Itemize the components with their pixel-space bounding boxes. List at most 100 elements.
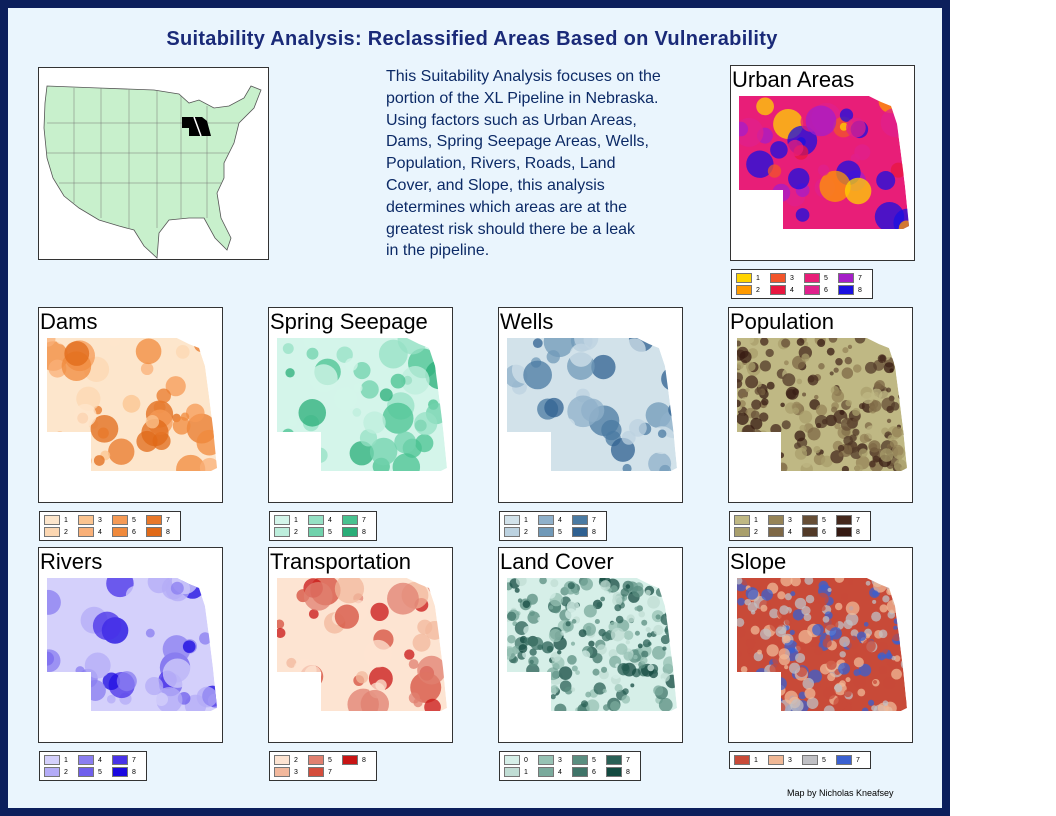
map-texture bbox=[637, 643, 643, 649]
map-texture bbox=[370, 602, 389, 622]
map-texture bbox=[751, 399, 762, 410]
map-texture bbox=[742, 689, 749, 696]
map-texture bbox=[303, 581, 333, 611]
map-raster bbox=[507, 338, 677, 471]
map-texture bbox=[125, 586, 144, 605]
legend-entry: 3 bbox=[768, 515, 798, 525]
map-texture bbox=[739, 200, 758, 229]
map-texture bbox=[767, 164, 782, 178]
panel-map bbox=[277, 338, 447, 471]
legend-label: 5 bbox=[328, 528, 332, 536]
map-texture bbox=[858, 663, 872, 677]
legend-entry: 3 bbox=[768, 755, 798, 765]
legend-label: 4 bbox=[328, 516, 332, 524]
map-texture bbox=[298, 399, 327, 427]
map-texture bbox=[803, 613, 812, 622]
map-texture bbox=[626, 614, 635, 623]
map-texture bbox=[288, 417, 298, 427]
legend-swatch bbox=[572, 527, 588, 537]
legend-entry: 1 bbox=[736, 273, 766, 283]
legend-swatch bbox=[504, 515, 520, 525]
map-texture bbox=[586, 630, 591, 636]
map-texture bbox=[893, 625, 898, 631]
map-texture bbox=[135, 338, 162, 365]
map-texture bbox=[140, 362, 154, 376]
map-texture bbox=[334, 387, 358, 411]
map-texture bbox=[834, 684, 843, 693]
map-texture bbox=[408, 659, 419, 670]
legend-label: 5 bbox=[822, 756, 826, 764]
map-texture bbox=[882, 595, 890, 603]
map-texture bbox=[784, 664, 789, 670]
map-texture bbox=[846, 117, 866, 138]
map-texture bbox=[773, 677, 787, 691]
map-texture bbox=[891, 444, 904, 457]
map-texture bbox=[839, 122, 848, 131]
map-texture bbox=[575, 670, 580, 675]
us-outline bbox=[43, 85, 262, 259]
legend-entry: 2 bbox=[44, 767, 74, 777]
poster-title: Suitability Analysis: Reclassified Areas… bbox=[166, 28, 778, 50]
map-texture bbox=[585, 699, 600, 711]
map-raster bbox=[507, 578, 677, 711]
map-texture bbox=[578, 629, 587, 638]
legend-entry: 5 bbox=[78, 767, 108, 777]
map-texture bbox=[889, 439, 898, 448]
map-texture bbox=[664, 623, 677, 638]
map-texture bbox=[799, 424, 806, 432]
map-texture bbox=[818, 580, 829, 591]
map-texture bbox=[850, 629, 859, 638]
legend-entry: 2 bbox=[504, 527, 534, 537]
map-texture bbox=[777, 591, 786, 600]
map-texture bbox=[199, 632, 212, 645]
map-texture bbox=[147, 578, 171, 594]
map-texture bbox=[588, 684, 593, 689]
map-raster bbox=[277, 338, 447, 471]
map-texture bbox=[751, 207, 774, 229]
map-texture bbox=[761, 398, 769, 406]
map-texture bbox=[535, 694, 548, 707]
map-texture bbox=[891, 426, 903, 438]
map-texture bbox=[634, 606, 639, 611]
map-texture bbox=[550, 685, 559, 694]
map-texture bbox=[636, 605, 643, 612]
map-texture bbox=[858, 448, 868, 458]
map-texture bbox=[799, 410, 813, 424]
map-raster bbox=[47, 578, 217, 711]
legend-swatch bbox=[804, 285, 820, 295]
legend-label: 1 bbox=[524, 768, 528, 776]
map-texture bbox=[653, 578, 661, 582]
legend-entry: 5 bbox=[804, 273, 834, 283]
legend-label: 7 bbox=[166, 516, 170, 524]
legend-entry: 6 bbox=[802, 527, 832, 537]
map-texture bbox=[854, 144, 871, 161]
map-texture bbox=[778, 452, 785, 459]
map-panel: Dams bbox=[38, 307, 223, 503]
map-texture bbox=[848, 579, 854, 586]
legend-label: 8 bbox=[166, 528, 170, 536]
map-texture bbox=[523, 360, 552, 390]
legend-entry: 6 bbox=[572, 767, 602, 777]
map-texture bbox=[387, 582, 419, 615]
map-texture bbox=[531, 675, 542, 686]
map-texture bbox=[901, 699, 907, 705]
map-texture bbox=[853, 669, 861, 677]
map-texture bbox=[747, 647, 754, 654]
map-texture bbox=[594, 618, 600, 625]
map-texture bbox=[641, 650, 649, 658]
map-texture bbox=[659, 464, 672, 471]
map-texture bbox=[507, 678, 518, 693]
map-texture bbox=[550, 579, 559, 588]
legend-swatch bbox=[308, 527, 324, 537]
map-texture bbox=[145, 628, 155, 638]
map-texture bbox=[796, 641, 807, 652]
map-texture bbox=[878, 629, 888, 639]
legend-label: 7 bbox=[856, 516, 860, 524]
map-texture bbox=[737, 650, 743, 658]
map-texture bbox=[532, 338, 543, 349]
map-texture bbox=[900, 624, 907, 636]
legend-entry: 4 bbox=[538, 767, 568, 777]
